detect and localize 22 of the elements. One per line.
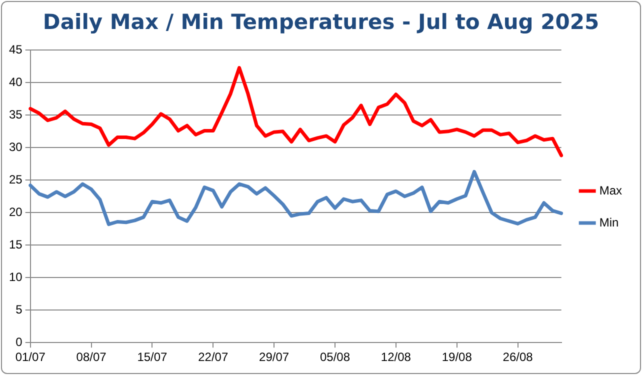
y-tick-label: 15	[8, 237, 23, 252]
chart-title: Daily Max / Min Temperatures - Jul to Aug 2025	[42, 10, 600, 34]
legend-label: Max	[599, 183, 622, 198]
y-tick-label: 45	[8, 42, 23, 57]
y-tick-label: 35	[8, 107, 23, 122]
y-tick-label: 30	[8, 140, 23, 154]
x-tick-label: 29/07	[259, 350, 290, 364]
x-tick-label: 12/08	[380, 350, 412, 364]
x-tick-label: 26/08	[502, 350, 534, 364]
x-tick-label: 05/08	[320, 350, 350, 364]
x-tick-label: 22/07	[198, 350, 228, 364]
y-tick-label: 10	[8, 270, 23, 284]
x-tick-label: 01/07	[15, 350, 46, 364]
y-tick-label: 25	[8, 172, 23, 186]
legend-label: Min	[599, 215, 619, 230]
x-tick-label: 08/07	[76, 350, 107, 364]
y-tick-label: 5	[16, 302, 23, 316]
y-tick-label: 0	[16, 334, 23, 349]
x-tick-label: 15/07	[137, 350, 168, 364]
y-tick-label: 40	[8, 75, 23, 89]
y-tick-label: 20	[8, 204, 23, 219]
x-tick-label: 19/08	[442, 350, 472, 364]
